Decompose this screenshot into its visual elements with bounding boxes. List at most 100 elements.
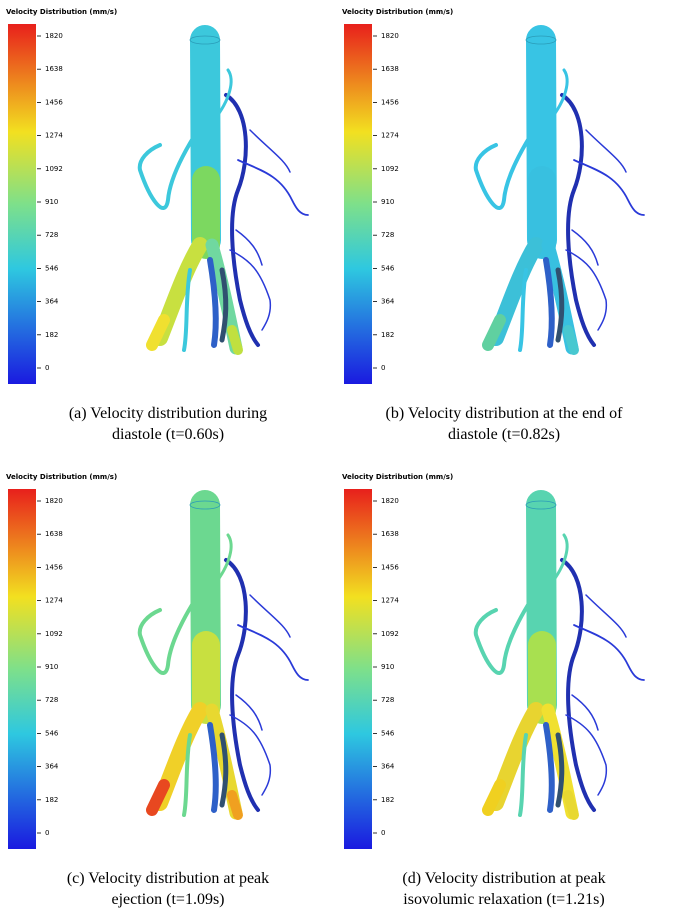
caption-line: ejection (t=1.09s) xyxy=(112,891,225,908)
colorbar-tick-label: 182 xyxy=(381,331,394,339)
panel: Velocity Distribution (mm/s)182016381456… xyxy=(6,8,309,443)
colorbar-tick-label: 1638 xyxy=(45,65,63,73)
vessel-branch xyxy=(473,573,550,675)
colorbar-tick-label: 1456 xyxy=(381,98,399,106)
caption-line: isovolumic relaxation (t=1.21s) xyxy=(403,891,604,908)
vessel-branch xyxy=(585,594,627,638)
vessel-branch xyxy=(235,694,263,731)
vessel-tip xyxy=(227,325,243,355)
vessel-branch xyxy=(565,249,608,331)
vessel-branch xyxy=(224,93,260,347)
caption-line: diastole (t=0.60s) xyxy=(112,426,224,443)
vessel-branch xyxy=(518,268,528,352)
panel: Velocity Distribution (mm/s)182016381456… xyxy=(342,8,645,443)
vessel-branch xyxy=(555,732,565,808)
colorbar-tick-label: 364 xyxy=(381,763,395,771)
caption-line: (d) Velocity distribution at peak xyxy=(402,870,605,887)
colorbar-tick-label: 1274 xyxy=(45,132,63,140)
vessel-branch xyxy=(219,732,229,808)
colorbar-tick-label: 546 xyxy=(45,264,59,272)
colorbar xyxy=(8,489,36,849)
colorbar-tick-label: 546 xyxy=(381,729,395,737)
vessel-branch xyxy=(229,249,272,331)
vessel-tip xyxy=(482,314,506,351)
vessel-branch xyxy=(219,267,229,343)
colorbar-title: Velocity Distribution (mm/s) xyxy=(342,473,453,481)
colorbar-tick-label: 1274 xyxy=(45,597,63,605)
vessel-branch xyxy=(571,229,599,266)
colorbar-tick-label: 1638 xyxy=(381,530,399,538)
colorbar-tick-label: 1820 xyxy=(381,32,399,40)
vessel-branch xyxy=(555,267,565,343)
vessel-branch xyxy=(207,722,219,813)
vessel-branch xyxy=(207,257,219,348)
colorbar-tick-label: 546 xyxy=(381,264,395,272)
vessel-tip xyxy=(146,779,170,816)
vessel-branch xyxy=(137,108,214,210)
colorbar-tick-label: 364 xyxy=(45,763,59,771)
colorbar-tick-label: 546 xyxy=(45,729,59,737)
vessel-tip xyxy=(227,790,243,820)
vessel-branch xyxy=(224,558,260,812)
colorbar-title: Velocity Distribution (mm/s) xyxy=(342,8,453,16)
colorbar-tick-label: 910 xyxy=(381,663,394,671)
colorbar-tick-label: 1820 xyxy=(381,497,399,505)
vessel-branch xyxy=(560,93,596,347)
colorbar-tick-label: 0 xyxy=(381,364,385,372)
caption-line: (a) Velocity distribution during xyxy=(69,405,267,422)
panel: Velocity Distribution (mm/s) 1820 1638 1456… xyxy=(342,473,645,908)
caption-line: (b) Velocity distribution at the end of xyxy=(386,405,624,422)
colorbar-tick-label: 910 xyxy=(45,663,58,671)
vessel-branch xyxy=(571,694,599,731)
vessel-branch xyxy=(137,573,214,675)
vessel-branch xyxy=(237,624,309,681)
colorbar-tick-label: 364 xyxy=(45,298,59,306)
vessel-branch xyxy=(229,714,272,796)
colorbar-tick-label: 1274 xyxy=(381,132,399,140)
colorbar-tick-label: 1456 xyxy=(381,563,399,571)
vessel-branch xyxy=(473,108,550,210)
colorbar-tick-label: 1638 xyxy=(381,65,399,73)
colorbar-tick-label: 1456 xyxy=(45,98,63,106)
colorbar-tick-label: 1638 xyxy=(45,530,63,538)
colorbar-tick-label: 1092 xyxy=(381,165,399,173)
colorbar-tick-label: 728 xyxy=(381,231,394,239)
colorbar-tick-label: 728 xyxy=(45,696,58,704)
colorbar-tick-label: 1274 xyxy=(381,597,399,605)
caption-line: (c) Velocity distribution at peak xyxy=(67,870,269,887)
colorbar-tick-label: 0 xyxy=(381,829,385,837)
vessel-branch xyxy=(543,257,555,348)
colorbar-tick-label: 182 xyxy=(45,331,58,339)
colorbar-tick-label: 0 xyxy=(45,829,49,837)
vessel-branch xyxy=(237,159,309,216)
vessel-tip xyxy=(563,790,579,820)
vessel-top xyxy=(189,500,221,510)
colorbar-tick-label: 910 xyxy=(381,198,394,206)
colorbar-tick-label: 182 xyxy=(45,796,58,804)
vessel-branch xyxy=(182,733,192,817)
colorbar-tick-label: 0 xyxy=(45,364,49,372)
vessel-branch xyxy=(543,722,555,813)
colorbar-tick-label: 728 xyxy=(45,231,58,239)
vessel-branch xyxy=(518,733,528,817)
caption-line: diastole (t=0.82s) xyxy=(448,426,560,443)
vessel-branch xyxy=(585,129,627,173)
colorbar-tick-label: 1820 xyxy=(45,32,63,40)
panel: Velocity Distribution (mm/s)182016381456… xyxy=(6,473,309,908)
colorbar-title: Velocity Distribution (mm/s) xyxy=(6,8,117,16)
colorbar-tick-label: 1820 xyxy=(45,497,63,505)
vessel-tip xyxy=(146,314,170,351)
colorbar xyxy=(344,24,372,384)
vessel-top xyxy=(525,35,557,45)
vessel-branch xyxy=(560,558,596,812)
vessel-branch xyxy=(573,159,645,216)
colorbar-title: Velocity Distribution (mm/s) xyxy=(6,473,117,481)
vessel-top xyxy=(189,35,221,45)
vessel-branch xyxy=(573,624,645,681)
colorbar xyxy=(8,24,36,384)
colorbar-tick-label: 1092 xyxy=(45,165,63,173)
colorbar-tick-label: 1456 xyxy=(45,563,63,571)
colorbar-tick-label: 1092 xyxy=(45,630,63,638)
colorbar-tick-label: 910 xyxy=(45,198,58,206)
